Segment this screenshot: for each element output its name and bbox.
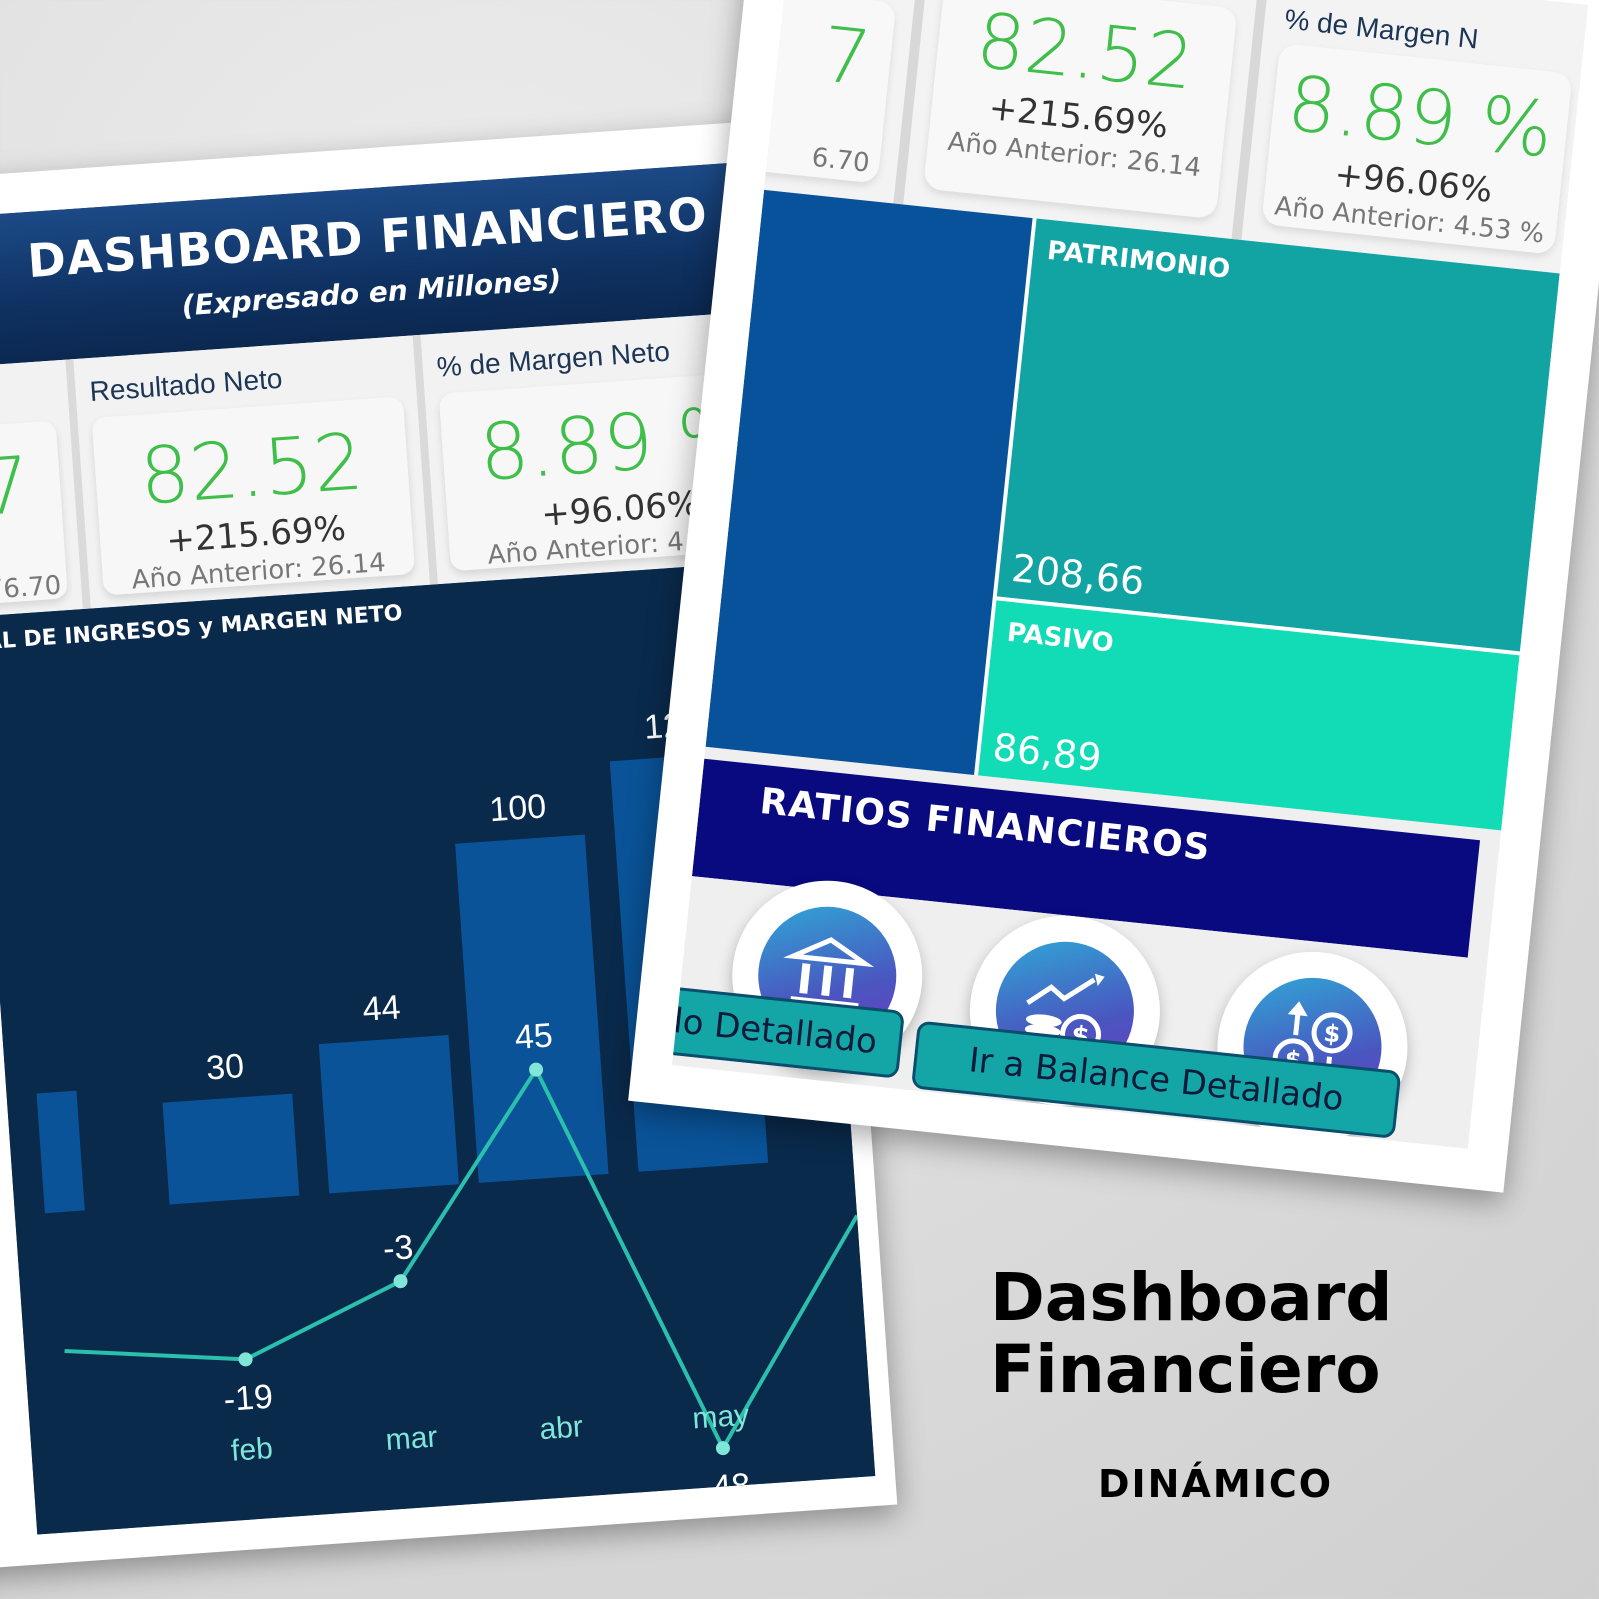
treemap-activo[interactable]: [705, 189, 1033, 776]
x-axis-tick-label: mar: [385, 1420, 439, 1457]
caption-title-line1: Dashboard: [990, 1259, 1393, 1336]
kpi-card-margen-neto: % de Margen N 8.89 % +96.06% Año Anterio…: [1241, 0, 1588, 275]
treemap-label: PASIVO: [1005, 617, 1116, 659]
chart-bar: [318, 1035, 459, 1194]
margin-point: [715, 1441, 730, 1456]
treemap-value: 86,89: [990, 724, 1104, 781]
line-value-label: 45: [514, 1016, 554, 1057]
kpi-previous: 6.70: [810, 142, 871, 179]
kpi-value: 7: [817, 9, 876, 104]
bar-value-label: 30: [205, 1047, 245, 1088]
treemap-patrimonio[interactable]: PATRIMONIO 208,66: [996, 218, 1560, 652]
kpi-box: 7 6.70: [724, 0, 897, 184]
kpi-value: 7: [0, 440, 34, 534]
treemap-value: 208,66: [1009, 545, 1147, 604]
kpi-box: 8.89 % +96.06% Año Anterior: 4.53 %: [1261, 43, 1573, 255]
margin-line: [64, 1065, 859, 1453]
margin-point: [393, 1274, 408, 1289]
margin-point: [238, 1352, 253, 1367]
bar-value-label: 44: [361, 988, 401, 1029]
kpi-previous: 76.70: [0, 570, 63, 606]
treemap-label: PATRIMONIO: [1045, 235, 1232, 285]
x-axis-tick-label: feb: [230, 1432, 274, 1468]
caption-subtitle: DINÁMICO: [1098, 1462, 1334, 1506]
chart-bar-partial: [36, 1090, 85, 1214]
margin-point: [529, 1062, 544, 1077]
caption-title: Dashboard Financiero: [990, 1262, 1393, 1406]
svg-text:$: $: [1322, 1019, 1342, 1049]
kpi-card-ingresos: 7 6.70: [704, 0, 932, 205]
line-value-label: -19: [222, 1378, 274, 1419]
kpi-card-resultado-neto: Resultado Neto 82.52 +215.69% Año Anteri…: [73, 334, 438, 609]
chart-bar: [162, 1093, 300, 1205]
balance-treemap: PATRIMONIO 208,66 PASIVO 86,89: [705, 189, 1560, 831]
caption-title-line2: Financiero: [990, 1331, 1381, 1408]
kpi-box: 82.52 +215.69% Año Anterior: 26.14: [923, 0, 1238, 220]
right-dashboard-screen: 7 6.70 82.52 +215.69% Año Anterior: 26.1…: [672, 0, 1588, 1149]
line-value-label: -3: [382, 1228, 415, 1268]
kpi-box: 82.52 +215.69% Año Anterior: 26.14: [91, 396, 416, 596]
bar-value-label: 100: [488, 787, 547, 829]
chart-bar: [455, 834, 609, 1183]
kpi-card-resultado-neto: 82.52 +215.69% Año Anterior: 26.14: [903, 0, 1270, 241]
kpi-label: Resultado Neto: [88, 362, 284, 408]
kpi-box: 7 76.70: [0, 420, 69, 611]
x-axis-tick-label: may: [691, 1399, 750, 1436]
ratios-title: RATIOS FINANCIEROS: [757, 780, 1213, 869]
kpi-label: % de Margen Neto: [435, 335, 671, 383]
right-dashboard-photo: 7 6.70 82.52 +215.69% Año Anterior: 26.1…: [628, 0, 1599, 1193]
line-value-label: -48: [700, 1466, 752, 1507]
x-axis-tick-label: abr: [538, 1410, 584, 1446]
